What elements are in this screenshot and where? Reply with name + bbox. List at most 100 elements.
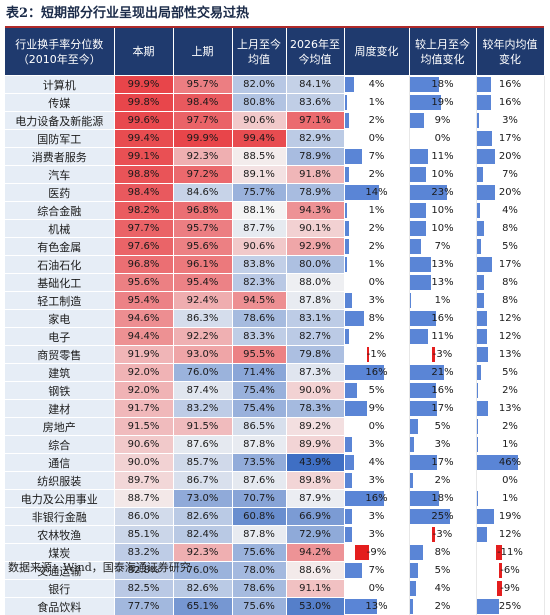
vs-month-change-cell: 18% xyxy=(409,76,476,94)
month-avg-cell: 70.7% xyxy=(232,490,286,508)
vs-month-change-value: 5% xyxy=(410,562,476,579)
vs-month-change-cell: 11% xyxy=(409,328,476,346)
vs-year-change-cell: 20% xyxy=(476,184,544,202)
vs-year-change-value: 8% xyxy=(477,274,544,291)
current-cell: 95.4% xyxy=(114,292,173,310)
vs-month-change-value: 13% xyxy=(410,274,476,291)
current-cell: 90.0% xyxy=(114,454,173,472)
weekly-change-cell: -9% xyxy=(344,544,409,562)
vs-year-change-cell: 1% xyxy=(476,490,544,508)
vs-year-change-value: 8% xyxy=(477,220,544,237)
weekly-change-cell: 1% xyxy=(344,94,409,112)
month-avg-cell: 75.6% xyxy=(232,598,286,615)
vs-year-change-cell: 2% xyxy=(476,418,544,436)
weekly-change-cell: 2% xyxy=(344,166,409,184)
vs-month-change-cell: 0% xyxy=(409,130,476,148)
previous-cell: 82.6% xyxy=(173,580,232,598)
industry-name: 建筑 xyxy=(5,364,114,382)
table-frame: 行业换手率分位数（2010年至今） 本期 上期 上月至今均值 2026年至今均值… xyxy=(5,26,544,554)
ytd-avg-cell: 91.1% xyxy=(286,580,344,598)
vs-month-change-value: 13% xyxy=(410,256,476,273)
weekly-change-value: 4% xyxy=(345,454,409,471)
industry-name: 医药 xyxy=(5,184,114,202)
vs-month-change-value: 17% xyxy=(410,400,476,417)
previous-cell: 65.1% xyxy=(173,598,232,615)
weekly-change-value: 2% xyxy=(345,238,409,255)
ytd-avg-cell: 80.0% xyxy=(286,256,344,274)
vs-year-change-value: 20% xyxy=(477,184,544,201)
current-cell: 86.0% xyxy=(114,508,173,526)
previous-cell: 99.9% xyxy=(173,130,232,148)
vs-month-change-cell: 5% xyxy=(409,418,476,436)
vs-year-change-value: 20% xyxy=(477,148,544,165)
vs-month-change-cell: 2% xyxy=(409,598,476,615)
weekly-change-cell: 3% xyxy=(344,472,409,490)
month-avg-cell: 75.6% xyxy=(232,544,286,562)
weekly-change-cell: 7% xyxy=(344,562,409,580)
weekly-change-value: 4% xyxy=(345,76,409,93)
current-cell: 98.4% xyxy=(114,184,173,202)
current-cell: 82.5% xyxy=(114,580,173,598)
vs-year-change-value: 13% xyxy=(477,346,544,363)
ytd-avg-cell: 78.9% xyxy=(286,184,344,202)
month-avg-cell: 90.6% xyxy=(232,238,286,256)
current-cell: 77.7% xyxy=(114,598,173,615)
industry-name: 电力及公用事业 xyxy=(5,490,114,508)
weekly-change-value: -1% xyxy=(345,346,409,363)
vs-year-change-value: 3% xyxy=(477,112,544,129)
vs-year-change-cell: 12% xyxy=(476,310,544,328)
month-avg-cell: 60.8% xyxy=(232,508,286,526)
header-weekly-change: 周度变化 xyxy=(344,28,409,76)
previous-cell: 87.4% xyxy=(173,382,232,400)
current-cell: 99.8% xyxy=(114,94,173,112)
current-cell: 92.0% xyxy=(114,382,173,400)
vs-month-change-value: 2% xyxy=(410,598,476,615)
current-cell: 95.6% xyxy=(114,274,173,292)
current-cell: 97.6% xyxy=(114,238,173,256)
industry-name: 纺织服装 xyxy=(5,472,114,490)
current-cell: 99.1% xyxy=(114,148,173,166)
header-vs-month-change: 较上月至今均值变化 xyxy=(409,28,476,76)
industry-name: 银行 xyxy=(5,580,114,598)
month-avg-cell: 87.8% xyxy=(232,436,286,454)
industry-name: 食品饮料 xyxy=(5,598,114,615)
vs-year-change-value: 5% xyxy=(477,364,544,381)
industry-name: 农林牧渔 xyxy=(5,526,114,544)
vs-month-change-cell: 16% xyxy=(409,310,476,328)
weekly-change-cell: 14% xyxy=(344,184,409,202)
vs-month-change-value: 23% xyxy=(410,184,476,201)
vs-month-change-cell: 9% xyxy=(409,112,476,130)
vs-year-change-value: 13% xyxy=(477,400,544,417)
month-avg-cell: 83.8% xyxy=(232,256,286,274)
vs-year-change-cell: 13% xyxy=(476,346,544,364)
vs-month-change-value: 5% xyxy=(410,418,476,435)
weekly-change-value: 5% xyxy=(345,382,409,399)
month-avg-cell: 78.6% xyxy=(232,310,286,328)
month-avg-cell: 86.5% xyxy=(232,418,286,436)
previous-cell: 92.4% xyxy=(173,292,232,310)
vs-year-change-value: 16% xyxy=(477,76,544,93)
current-cell: 99.9% xyxy=(114,76,173,94)
vs-year-change-value: 8% xyxy=(477,292,544,309)
previous-cell: 97.2% xyxy=(173,166,232,184)
industry-name: 综合 xyxy=(5,436,114,454)
month-avg-cell: 87.8% xyxy=(232,526,286,544)
previous-cell: 83.2% xyxy=(173,400,232,418)
vs-year-change-cell: 16% xyxy=(476,76,544,94)
current-cell: 89.7% xyxy=(114,472,173,490)
vs-month-change-cell: 11% xyxy=(409,148,476,166)
month-avg-cell: 87.7% xyxy=(232,220,286,238)
ytd-avg-cell: 66.9% xyxy=(286,508,344,526)
vs-year-change-value: 0% xyxy=(477,472,544,489)
industry-name: 建材 xyxy=(5,400,114,418)
weekly-change-cell: 4% xyxy=(344,454,409,472)
weekly-change-cell: 0% xyxy=(344,418,409,436)
industry-name: 钢铁 xyxy=(5,382,114,400)
vs-month-change-cell: 25% xyxy=(409,508,476,526)
vs-year-change-cell: 5% xyxy=(476,238,544,256)
